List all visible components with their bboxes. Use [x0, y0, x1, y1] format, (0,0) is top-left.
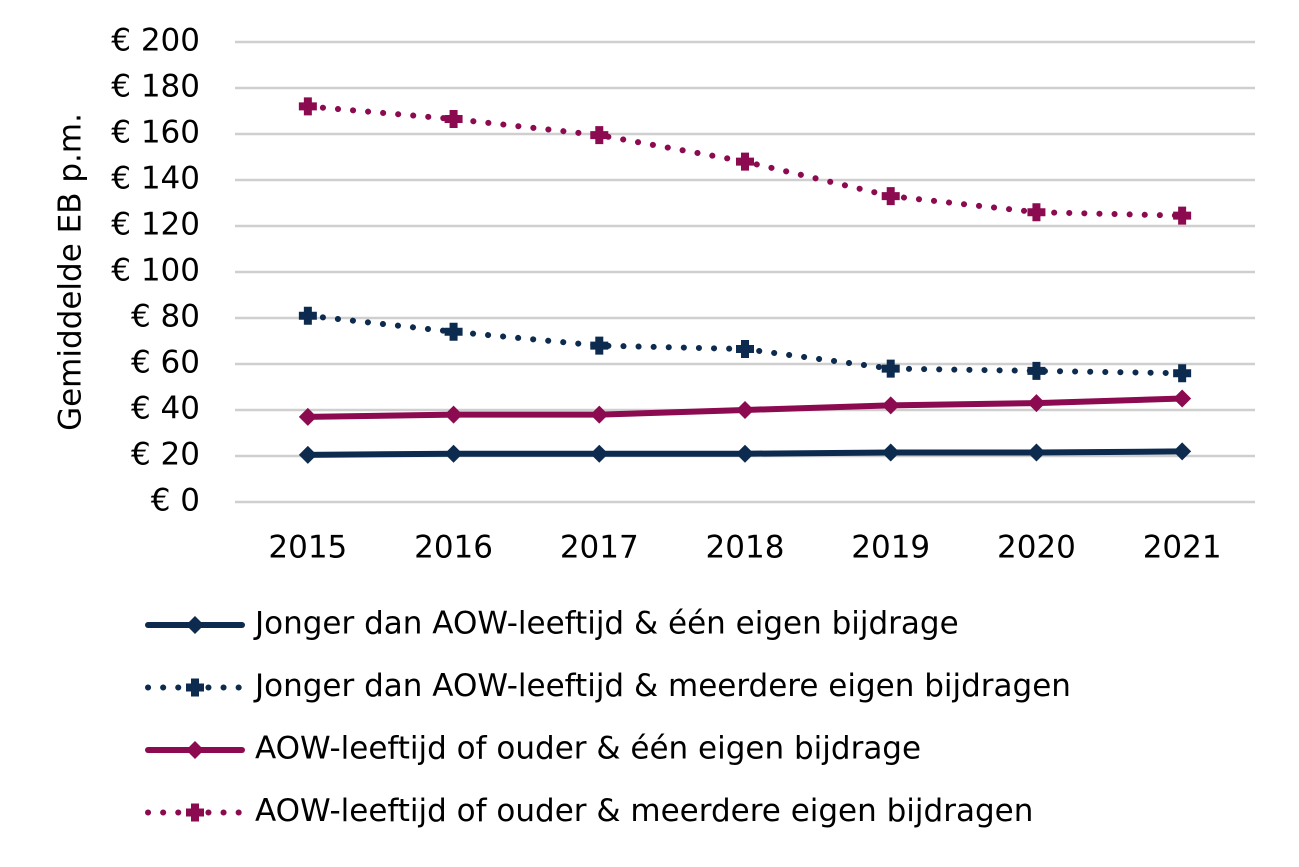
data-point [298, 445, 317, 464]
data-point [1027, 203, 1046, 222]
data-point [444, 405, 463, 424]
legend-label: Jonger dan AOW-leeftijd & meerdere eigen… [253, 668, 1071, 704]
data-point [444, 322, 463, 341]
legend-label: Jonger dan AOW-leeftijd & één eigen bijd… [253, 606, 959, 642]
y-tick-label: € 0 [151, 483, 200, 519]
y-axis-title: Gemiddelde EB p.m. [53, 113, 89, 431]
data-point [444, 110, 463, 129]
legend-label: AOW-leeftijd of ouder & één eigen bijdra… [255, 731, 921, 767]
legend-marker [186, 678, 204, 697]
data-point [298, 306, 317, 325]
y-tick-label: € 20 [131, 437, 200, 473]
data-point [1027, 394, 1046, 413]
x-tick-label: 2017 [560, 530, 639, 566]
y-tick-label: € 160 [111, 115, 200, 151]
y-tick-label: € 100 [111, 253, 200, 289]
y-tick-label: € 180 [111, 69, 200, 105]
data-point [881, 359, 900, 378]
data-point [590, 405, 609, 424]
y-tick-label: € 60 [131, 345, 200, 381]
data-point [590, 126, 609, 145]
data-point [1027, 443, 1046, 462]
data-point [1173, 389, 1192, 408]
y-tick-label: € 140 [111, 161, 200, 197]
legend-marker [186, 616, 204, 634]
data-point [736, 401, 754, 419]
data-point [736, 340, 754, 359]
y-tick-label: € 40 [131, 391, 200, 427]
legend-marker [186, 741, 204, 759]
data-point [1173, 442, 1192, 461]
y-tick-label: € 120 [111, 207, 200, 243]
data-point [881, 443, 900, 462]
x-tick-label: 2019 [851, 530, 930, 566]
x-tick-label: 2016 [414, 530, 493, 566]
x-tick-label: 2021 [1143, 530, 1222, 566]
data-point [1027, 361, 1046, 380]
data-point [298, 407, 317, 426]
data-point [881, 396, 900, 415]
data-point [1173, 206, 1192, 225]
x-tick-label: 2020 [997, 530, 1076, 566]
data-point [590, 444, 609, 463]
data-point [444, 444, 463, 463]
data-point [298, 97, 317, 116]
legend-label: AOW-leeftijd of ouder & meerdere eigen b… [255, 793, 1033, 829]
y-tick-label: € 80 [131, 299, 200, 335]
data-point [881, 187, 900, 206]
data-point [590, 336, 609, 355]
data-point [1173, 364, 1192, 383]
data-point [736, 152, 754, 171]
y-tick-label: € 200 [111, 23, 200, 59]
data-point [736, 444, 754, 463]
x-tick-label: 2015 [268, 530, 347, 566]
x-tick-label: 2018 [706, 530, 785, 566]
legend-marker [186, 803, 204, 822]
